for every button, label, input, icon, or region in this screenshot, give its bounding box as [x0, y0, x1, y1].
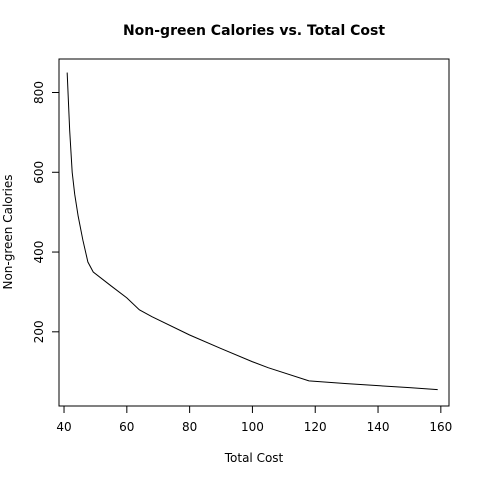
x-axis: 40 60 80 100 120 140 160 — [56, 406, 452, 434]
x-tick-label: 120 — [304, 420, 327, 434]
x-tick-label: 140 — [367, 420, 390, 434]
x-tick-label: 80 — [182, 420, 197, 434]
x-tick-label: 40 — [56, 420, 71, 434]
y-axis: 200 400 600 800 — [32, 81, 59, 343]
x-tick-label: 160 — [429, 420, 452, 434]
x-tick-label: 60 — [119, 420, 134, 434]
y-axis-label: Non-green Calories — [1, 174, 15, 289]
y-tick-label: 600 — [32, 161, 46, 184]
plot-area — [58, 58, 450, 407]
y-tick-label: 400 — [32, 241, 46, 264]
x-axis-label: Total Cost — [224, 451, 284, 465]
y-tick-label: 800 — [32, 81, 46, 104]
y-tick-label: 200 — [32, 320, 46, 343]
x-tick-label: 100 — [241, 420, 264, 434]
chart-title: Non-green Calories vs. Total Cost — [123, 23, 385, 39]
series-line — [66, 72, 438, 391]
